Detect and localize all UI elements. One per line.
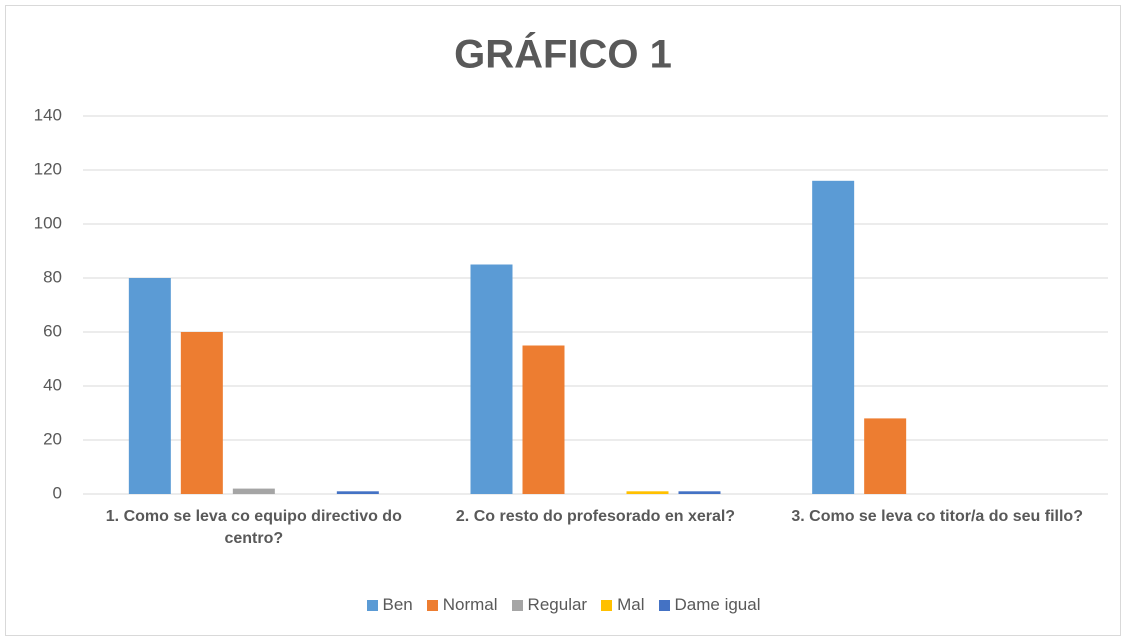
x-tick-label: 1. Como se leva co equipo directivo do c… <box>105 508 402 547</box>
bar <box>336 491 379 494</box>
bar <box>470 264 513 494</box>
x-tick-label: 2. Co resto do profesorado en xeral? <box>455 508 736 525</box>
y-tick-label: 120 <box>34 159 62 178</box>
bar <box>678 491 721 494</box>
y-tick-label: 100 <box>34 213 62 232</box>
legend-item: Normal <box>426 595 498 615</box>
legend-label: Normal <box>442 595 498 614</box>
legend-item: Regular <box>511 595 588 615</box>
legend-swatch <box>366 599 378 611</box>
legend-label: Regular <box>527 595 588 614</box>
bar <box>232 488 275 494</box>
bar <box>812 180 855 495</box>
y-tick-label: 40 <box>43 375 62 394</box>
legend-item: Mal <box>601 595 645 615</box>
legend-label: Ben <box>382 595 413 614</box>
legend-item: Ben <box>366 595 413 615</box>
legend: Ben Normal Regular Mal Dame igual <box>0 595 1127 615</box>
bar <box>864 418 907 494</box>
y-tick-label: 60 <box>43 321 62 340</box>
x-tick-label-box: 2. Co resto do profesorado en xeral? <box>455 508 736 525</box>
legend-label: Dame igual <box>674 595 761 614</box>
y-tick-label: 140 <box>34 105 62 124</box>
bar <box>626 491 669 494</box>
legend-item: Dame igual <box>658 595 761 615</box>
legend-swatch <box>511 599 523 611</box>
legend-swatch <box>601 599 613 611</box>
legend-swatch <box>426 599 438 611</box>
legend-swatch <box>658 599 670 611</box>
chart-border <box>5 5 1121 636</box>
y-tick-label: 0 <box>53 483 62 502</box>
legend-label: Mal <box>617 595 645 614</box>
x-tick-label-box: 3. Como se leva co titor/a do seu fillo? <box>791 508 1083 525</box>
bar <box>522 345 565 494</box>
x-tick-label-box: 1. Como se leva co equipo directivo do c… <box>105 508 402 547</box>
bar <box>180 332 223 494</box>
chart-title: GRÁFICO 1 <box>454 32 672 77</box>
bar <box>128 278 171 494</box>
y-tick-label: 80 <box>43 267 62 286</box>
x-tick-label: 3. Como se leva co titor/a do seu fillo? <box>791 508 1083 525</box>
y-tick-label: 20 <box>43 429 62 448</box>
